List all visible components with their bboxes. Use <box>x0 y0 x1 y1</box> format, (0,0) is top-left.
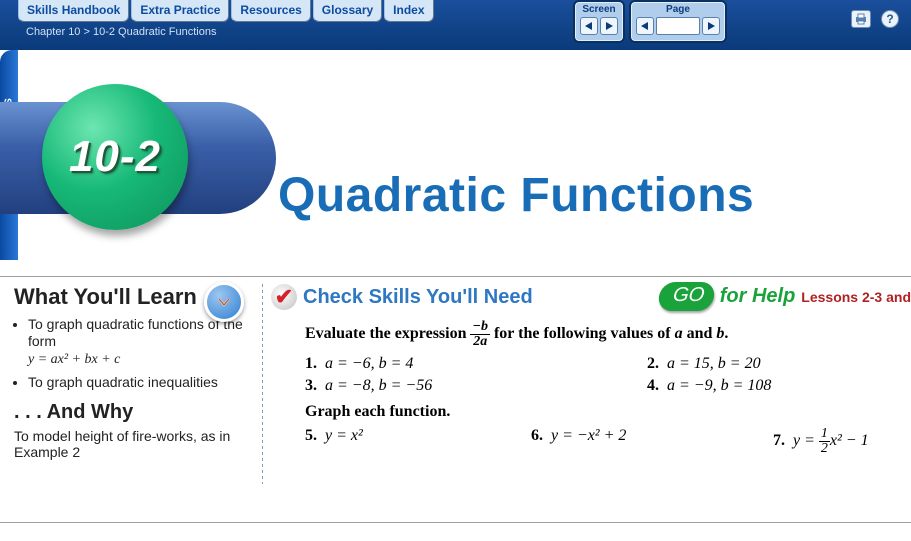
screen-next-button[interactable] <box>600 17 618 35</box>
problem-7-frac-den: 2 <box>819 442 830 456</box>
problem-1-body: a = −6, b = 4 <box>325 355 413 372</box>
problem-6: 6. y = −x² + 2 <box>531 427 773 456</box>
instr1-frac-num: −b <box>470 320 489 335</box>
problem-7-fraction: 12 <box>819 427 830 456</box>
instr1-part-c: and <box>683 325 717 342</box>
learn-bullets: To graph quadratic functions of the form… <box>14 316 246 391</box>
for-help-label: for Help <box>720 285 796 308</box>
left-column: What You'll Learn To graph quadratic fun… <box>0 284 254 484</box>
instr1-var-a: a <box>675 325 683 342</box>
lesson-title: Quadratic Functions <box>278 168 754 223</box>
instr1-part-a: Evaluate the expression <box>305 325 470 342</box>
problem-4-body: a = −9, b = 108 <box>667 377 771 394</box>
topbar-right-icons: ? <box>851 10 899 28</box>
go-for-help[interactable]: GO for Help Lessons 2-3 and <box>659 282 911 311</box>
pager-area: Screen Page 557 <box>573 0 727 43</box>
top-tabs: Skills Handbook Extra Practice Resources… <box>18 0 434 22</box>
problem-7-frac-num: 1 <box>819 427 830 442</box>
problem-1: 1. a = −6, b = 4 <box>305 355 647 373</box>
learn-bullet-1-formula: y = ax² + bx + c <box>28 352 120 367</box>
page-pager-label: Page <box>636 4 720 15</box>
problem-4: 4. a = −9, b = 108 <box>647 377 907 395</box>
lesson-number-circle: 10-2 <box>42 84 188 230</box>
instr1-frac-den: 2a <box>470 335 489 349</box>
problem-3-number: 3. <box>305 377 317 394</box>
print-button[interactable] <box>851 10 871 28</box>
instruction-evaluate: Evaluate the expression −b2a for the fol… <box>305 320 907 349</box>
problem-7: 7. y = 12x² − 1 <box>773 427 907 456</box>
and-why-heading: . . . And Why <box>14 401 246 424</box>
checkmark-icon: ✔ <box>271 284 297 310</box>
expand-button[interactable] <box>204 282 244 322</box>
top-navigation-bar: Skills Handbook Extra Practice Resources… <box>0 0 911 50</box>
vertical-divider <box>262 284 263 484</box>
instruction-graph: Graph each function. <box>305 403 907 421</box>
problem-6-body: y = −x² + 2 <box>551 427 626 444</box>
problem-2-number: 2. <box>647 355 659 372</box>
problem-3: 3. a = −8, b = −56 <box>305 377 647 395</box>
divider-bottom <box>0 522 911 523</box>
instr1-fraction: −b2a <box>470 320 489 349</box>
lesson-number: 10-2 <box>69 132 161 182</box>
problem-7-post: x² − 1 <box>830 432 869 449</box>
breadcrumb: Chapter 10 > 10-2 Quadratic Functions <box>26 26 216 38</box>
tab-skills-handbook[interactable]: Skills Handbook <box>18 0 129 22</box>
instr1-part-d: . <box>724 325 728 342</box>
problem-row-2: 3. a = −8, b = −56 4. a = −9, b = 108 <box>305 377 907 395</box>
problem-2: 2. a = 15, b = 20 <box>647 355 907 373</box>
problem-5-body: y = x² <box>325 427 363 444</box>
problem-7-number: 7. <box>773 432 785 449</box>
problem-5-number: 5. <box>305 427 317 444</box>
divider-top <box>0 276 911 277</box>
problem-6-number: 6. <box>531 427 543 444</box>
and-why-body: To model height of fire-works, as in Exa… <box>14 428 246 460</box>
go-oval: GO <box>657 282 716 311</box>
tab-extra-practice[interactable]: Extra Practice <box>131 0 229 22</box>
problem-row-3: 5. y = x² 6. y = −x² + 2 7. y = 12x² − 1 <box>305 427 907 456</box>
page-prev-button[interactable] <box>636 17 654 35</box>
learn-bullet-2: To graph quadratic inequalities <box>28 374 246 391</box>
problem-1-number: 1. <box>305 355 317 372</box>
problem-5: 5. y = x² <box>305 427 531 456</box>
tab-glossary[interactable]: Glossary <box>313 0 382 22</box>
problem-4-number: 4. <box>647 377 659 394</box>
main-content: What You'll Learn To graph quadratic fun… <box>0 284 911 484</box>
screen-pager: Screen <box>573 0 625 43</box>
check-skills-title: Check Skills You'll Need <box>303 286 533 309</box>
problem-3-body: a = −8, b = −56 <box>325 377 432 394</box>
problem-2-body: a = 15, b = 20 <box>667 355 761 372</box>
screen-pager-label: Screen <box>580 4 618 15</box>
tab-resources[interactable]: Resources <box>231 0 310 22</box>
screen-prev-button[interactable] <box>580 17 598 35</box>
help-button[interactable]: ? <box>881 10 899 28</box>
learn-bullet-1: To graph quadratic functions of the form… <box>28 316 246 368</box>
lessons-reference: Lessons 2-3 and <box>801 289 911 305</box>
problem-7-body: y = 12x² − 1 <box>793 432 869 449</box>
problem-row-1: 1. a = −6, b = 4 2. a = 15, b = 20 <box>305 355 907 373</box>
learn-bullet-1-text: To graph quadratic functions of the form <box>28 316 243 349</box>
problems-block: Evaluate the expression −b2a for the fol… <box>271 320 907 456</box>
tab-index[interactable]: Index <box>384 0 433 22</box>
right-column: ✔ Check Skills You'll Need GO for Help L… <box>271 284 911 484</box>
instr1-part-b: for the following values of <box>490 325 675 342</box>
page-next-button[interactable] <box>702 17 720 35</box>
page-number-field[interactable]: 557 <box>656 17 700 35</box>
problem-7-pre: y = <box>793 432 819 449</box>
lesson-header: 10-2 Quadratic Functions <box>0 50 911 280</box>
page-pager: Page 557 <box>629 0 727 43</box>
